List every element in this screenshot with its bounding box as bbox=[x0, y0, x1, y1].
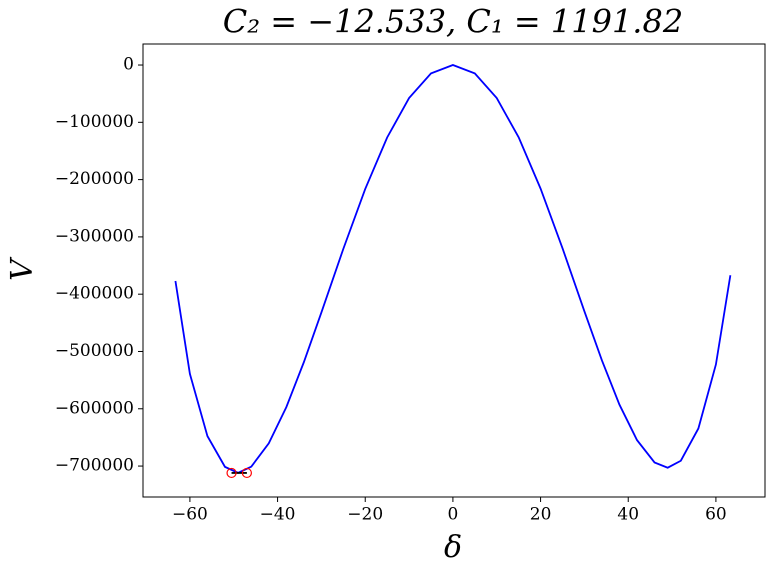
y-tick-label: −100000 bbox=[55, 112, 134, 132]
y-tick-label: −500000 bbox=[55, 341, 134, 361]
point-marker bbox=[241, 467, 252, 479]
chart-title: C₂ = −12.533, C₁ = 1191.82 bbox=[223, 3, 683, 41]
x-tick-label: −20 bbox=[347, 505, 383, 525]
y-tick-label: −400000 bbox=[55, 284, 134, 304]
x-axis-label: δ bbox=[444, 530, 462, 565]
plot-frame bbox=[142, 43, 766, 498]
y-tick-label: 0 bbox=[123, 55, 134, 75]
y-axis-label: V bbox=[5, 256, 40, 281]
x-tick-label: −40 bbox=[260, 505, 296, 525]
x-tick-label: 20 bbox=[530, 505, 552, 525]
y-tick-label: −300000 bbox=[55, 226, 134, 246]
x-tick-label: 60 bbox=[705, 505, 727, 525]
line-series bbox=[174, 64, 732, 474]
x-tick-label: −60 bbox=[172, 505, 208, 525]
point-marker bbox=[226, 467, 237, 479]
x-tick-label: 0 bbox=[447, 505, 458, 525]
x-tick-label: 40 bbox=[617, 505, 639, 525]
y-tick-label: −700000 bbox=[55, 456, 134, 476]
y-tick-label: −200000 bbox=[55, 169, 134, 189]
y-tick-label: −600000 bbox=[55, 398, 134, 418]
